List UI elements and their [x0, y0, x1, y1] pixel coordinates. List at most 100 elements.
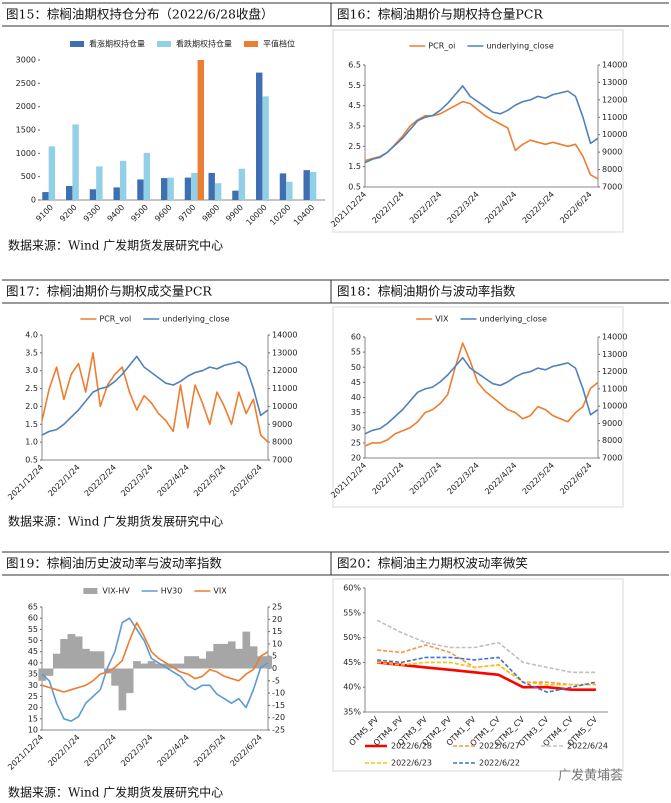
x-tick-label: 9600 [153, 203, 174, 224]
bar [161, 178, 168, 200]
chart-title: 图17：棕榈油期价与期权成交量PCR [6, 284, 212, 299]
y2-tick-label: 7000 [272, 456, 292, 465]
source-note: 数据来源：Wind 广发期货发展研究中心 [8, 785, 223, 800]
x-tick-label: 2022/3/24 [446, 461, 481, 496]
y2-tick-label: 13000 [272, 348, 297, 357]
x-tick-label: 2021/12/24 [6, 463, 45, 502]
y2-tick-label: -15 [272, 701, 285, 710]
bar [48, 146, 56, 200]
y-tick-label: 2.5 [348, 142, 361, 151]
legend-swatch [70, 41, 84, 47]
legend: 2022/6/28 2022/6/27 2022/6/24 2022/6/23 2022… [365, 742, 608, 768]
x-tick-label: 2022/1/24 [370, 190, 405, 225]
x-tick-label: 9800 [201, 203, 222, 224]
x-tick-label: 2022/3/24 [446, 190, 481, 225]
y2-tick-label: 9000 [272, 420, 292, 429]
legend-label: PCR_oi [428, 42, 455, 51]
bar [286, 181, 293, 200]
y-tick-label: 0 [31, 196, 36, 205]
y2-tick-label: 12000 [272, 366, 297, 375]
y2-tick-label: 13000 [602, 350, 627, 359]
x-tick-label: 2022/4/24 [156, 733, 191, 768]
line-series [377, 661, 596, 686]
x-tick-label: 10200 [268, 203, 292, 227]
legend: VIX-HV HV30 VIX [83, 587, 227, 596]
x-tick-label: 2022/3/24 [119, 733, 154, 768]
y2-tick-label: 20 [272, 615, 282, 624]
y2-tick-label: 12000 [602, 95, 627, 104]
y-tick-label: 35 [28, 670, 38, 679]
line-series [377, 656, 597, 693]
x-tick-label: 2022/5/24 [521, 190, 556, 225]
bar [137, 179, 144, 200]
x-tick-label: 2021/12/24 [329, 461, 368, 500]
y-tick-label: 10 [28, 726, 38, 735]
line-series [376, 619, 596, 674]
chart-frame [332, 29, 624, 233]
y-tick-label: 60 [351, 333, 361, 342]
area-column [169, 663, 178, 669]
y2-tick-label: 8000 [602, 436, 622, 445]
y-tick-label: 35 [351, 408, 361, 417]
legend-label: PCR_vol [99, 315, 131, 324]
legend-label: 2022/6/24 [567, 742, 608, 751]
bar [72, 124, 79, 200]
y-tick-label: 45 [28, 647, 38, 656]
source-note: 数据来源：Wind 广发期货发展研究中心 [8, 514, 223, 529]
x-tick-label: 2022/4/24 [483, 190, 518, 225]
area-column [235, 648, 243, 669]
bar [262, 96, 269, 200]
y2-tick-label: -25 [272, 726, 285, 735]
legend-label: VIX [213, 587, 227, 596]
legend-label: HV30 [161, 587, 183, 596]
y2-tick-label: -20 [272, 713, 285, 722]
area-column [213, 643, 222, 669]
area-column [220, 643, 229, 669]
legend-swatch [83, 588, 98, 594]
headers [2, 2, 669, 576]
y-tick-label: 40 [28, 658, 38, 667]
x-tick-label: 2022/6/24 [558, 461, 593, 496]
chart-title: 图15：棕榈油期权持仓分布（2022/6/28收盘） [6, 7, 274, 22]
bar [96, 166, 103, 200]
bar [113, 187, 120, 200]
bar [232, 190, 239, 200]
bar [42, 192, 49, 200]
y-tick-label: 45% [343, 658, 361, 667]
legend: PCR_vol underlying_close [80, 315, 230, 324]
y2-tick-label: 14000 [602, 333, 627, 342]
y2-tick-label: 8000 [602, 165, 622, 174]
y-tick-label: 55% [343, 608, 361, 617]
x-tick-label: 2022/2/24 [83, 733, 118, 768]
area-column [96, 651, 105, 669]
chart-title: 图20：棕榈油主力期权波动率微笑 [337, 556, 528, 571]
x-tick-label: 2021/12/24 [329, 190, 368, 229]
y-tick-label: 45 [351, 378, 361, 387]
legend-label: 看涨期权持仓量 [89, 39, 145, 49]
bar [214, 183, 222, 200]
y-tick-label: 1500 [16, 126, 36, 135]
area-column [140, 663, 149, 669]
legend-label: 2022/6/23 [391, 759, 432, 768]
y2-tick-label: 15 [272, 627, 282, 636]
x-tick-label: 2022/6/24 [229, 733, 264, 768]
area-column [176, 663, 185, 669]
bar [197, 60, 204, 200]
y-tick-label: 55 [28, 625, 38, 634]
y2-tick-label: 9000 [602, 148, 622, 157]
bar [191, 172, 198, 200]
area-column [125, 668, 134, 694]
y-tick-label: 2.0 [25, 402, 38, 411]
x-tick-label: 2022/6/24 [558, 190, 593, 225]
y2-tick-label: 14000 [272, 331, 297, 340]
y2-tick-label: 25 [272, 603, 282, 612]
x-tick-label: 9900 [224, 203, 245, 224]
bar [309, 172, 317, 200]
y-tick-label: 3.5 [348, 122, 361, 131]
y2-tick-label: 10000 [602, 402, 627, 411]
y2-tick-label: 10000 [602, 130, 627, 139]
y-tick-label: 4.5 [348, 101, 361, 110]
y-tick-label: 6.5 [348, 61, 361, 70]
chart-title: 图19：棕榈油历史波动率与波动率指数 [6, 556, 222, 571]
y-tick-label: 2000 [16, 102, 36, 111]
